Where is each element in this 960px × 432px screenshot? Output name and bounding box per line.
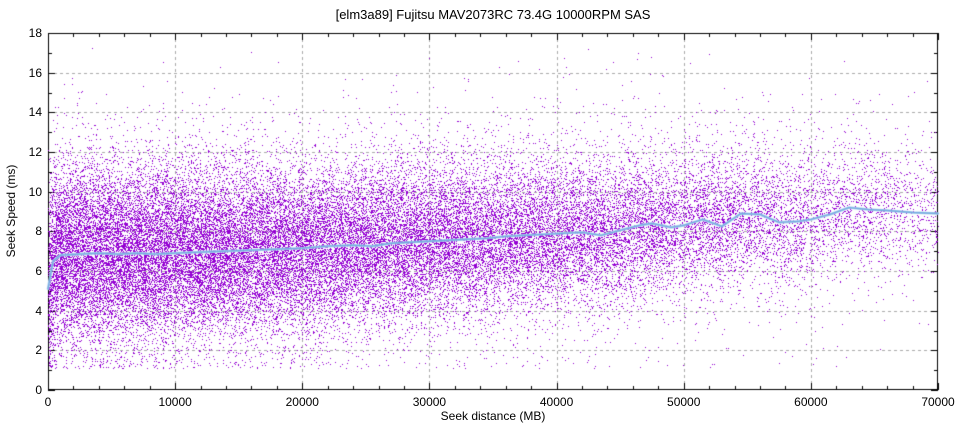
y-tick-label: 6 <box>35 264 42 278</box>
y-tick-label: 0 <box>35 383 42 397</box>
x-tick-label: 10000 <box>158 395 192 409</box>
y-tick-label: 10 <box>28 184 42 199</box>
x-tick-label: 40000 <box>539 395 574 409</box>
x-tick-label: 20000 <box>285 395 319 409</box>
x-tick-label: 50000 <box>667 395 701 409</box>
chart-title: [elm3a89] Fujitsu MAV2073RC 73.4G 10000R… <box>335 7 651 22</box>
x-tick-label: 60000 <box>794 395 828 409</box>
y-tick-label: 2 <box>35 343 42 358</box>
x-tick-label: 0 <box>44 395 52 409</box>
y-tick-label: 4 <box>35 303 42 318</box>
y-tick-label: 14 <box>28 105 42 120</box>
y-tick-label: 12 <box>28 145 42 159</box>
x-tick-label: 70000 <box>921 395 955 409</box>
x-axis-label: Seek distance (MB) <box>440 409 546 423</box>
y-tick-label: 16 <box>28 65 42 80</box>
y-tick-label: 8 <box>35 224 42 239</box>
x-tick-label: 30000 <box>412 395 447 409</box>
y-axis-label: Seek Speed (ms) <box>4 164 18 258</box>
y-tick-label: 18 <box>28 26 42 40</box>
